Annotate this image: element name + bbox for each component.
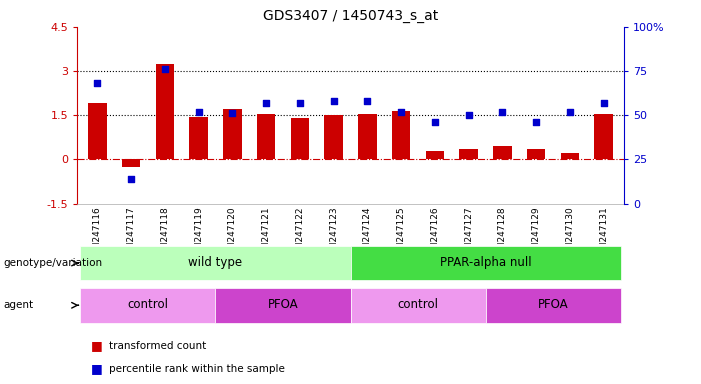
Bar (215, 288, 350, 323)
Point (261, 100, 272, 106)
Bar (350, 288, 486, 323)
Bar (156, 64, 174, 159)
Bar (426, 151, 444, 159)
Text: ■: ■ (91, 339, 107, 352)
Point (564, 109, 576, 115)
Bar (189, 117, 208, 159)
Bar (358, 114, 376, 159)
Point (328, 98, 339, 104)
Bar (561, 153, 579, 159)
Bar (88, 103, 107, 159)
Point (159, 66, 170, 72)
Text: PFOA: PFOA (268, 298, 299, 311)
Text: wild type: wild type (189, 256, 243, 269)
Bar (81, 288, 215, 323)
Text: PFOA: PFOA (538, 298, 569, 311)
Text: control: control (128, 298, 168, 311)
Text: ■: ■ (91, 362, 107, 375)
Text: agent: agent (4, 300, 34, 310)
Bar (392, 111, 410, 159)
Text: control: control (397, 298, 439, 311)
Text: PPAR-alpha null: PPAR-alpha null (440, 256, 531, 269)
Point (497, 109, 508, 115)
Bar (325, 115, 343, 159)
Point (125, 176, 137, 182)
Bar (257, 114, 275, 159)
Point (294, 100, 306, 106)
Point (395, 109, 407, 115)
Point (531, 119, 542, 125)
Text: genotype/variation: genotype/variation (4, 258, 102, 268)
Point (193, 109, 204, 115)
Point (362, 98, 373, 104)
Bar (486, 288, 620, 323)
Text: percentile rank within the sample: percentile rank within the sample (109, 364, 285, 374)
Bar (594, 114, 613, 159)
Bar (493, 146, 512, 159)
Text: transformed count: transformed count (109, 341, 206, 351)
Bar (291, 118, 309, 159)
Bar (81, 246, 350, 280)
Point (429, 119, 440, 125)
Point (598, 100, 609, 106)
Bar (350, 246, 620, 280)
Bar (527, 149, 545, 159)
Title: GDS3407 / 1450743_s_at: GDS3407 / 1450743_s_at (263, 9, 438, 23)
Bar (122, 159, 140, 167)
Bar (223, 109, 242, 159)
Bar (459, 149, 478, 159)
Point (226, 110, 238, 116)
Point (463, 112, 475, 118)
Point (92, 80, 103, 86)
